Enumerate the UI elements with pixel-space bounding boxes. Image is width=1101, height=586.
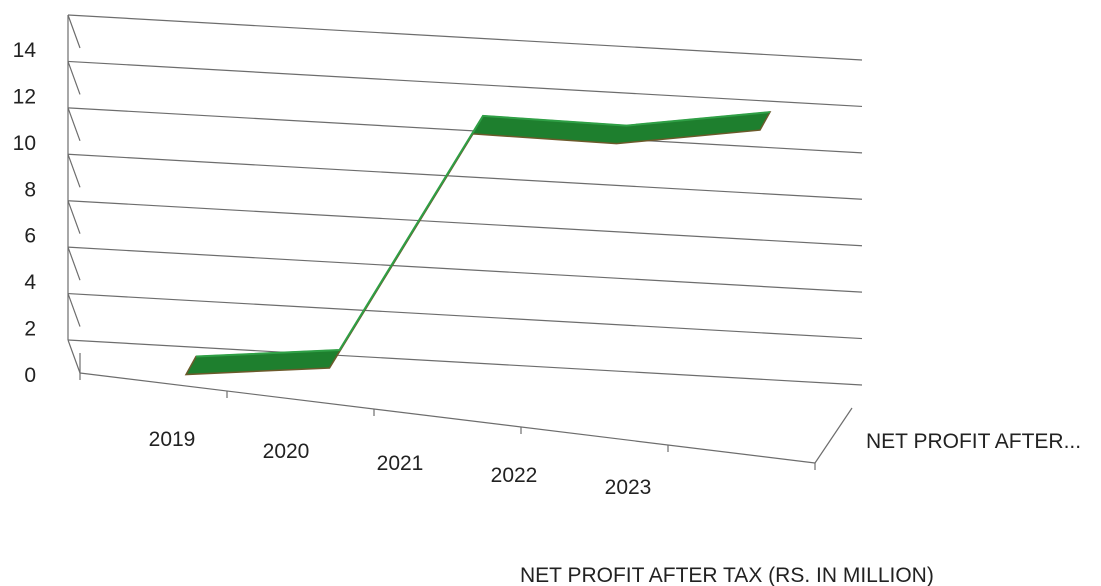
y-tick-label: 0 (24, 364, 36, 387)
side-gridline (67, 61, 81, 95)
floor-right-edge (814, 407, 853, 464)
x-tick-label: 2022 (491, 464, 538, 487)
series-top-edge (195, 111, 771, 358)
series-ribbon (184, 111, 772, 376)
gridlines (67, 14, 863, 386)
side-gridline (67, 339, 81, 374)
x-axis-line (79, 372, 816, 464)
side-gridline (67, 107, 81, 142)
side-gridline (67, 154, 81, 188)
x-tick-label: 2019 (149, 428, 196, 451)
gridline (67, 339, 863, 386)
gridline (67, 107, 863, 154)
gridline (67, 60, 863, 108)
gridline (67, 292, 863, 340)
gridline (67, 246, 863, 293)
y-tick-label: 10 (13, 132, 36, 155)
gridline (67, 14, 863, 61)
x-tick-label: 2020 (263, 440, 310, 463)
y-tick-label: 12 (13, 85, 36, 108)
y-tick-label: 8 (24, 178, 36, 201)
tick-labels: 0 2 4 6 8 10 12 14 2019 2020 2021 2022 2023 (13, 39, 652, 499)
series-line (184, 111, 772, 376)
x-tick-label: 2021 (377, 452, 424, 475)
gridline (67, 200, 863, 247)
side-gridline (67, 246, 81, 281)
chart-title: NET PROFIT AFTER TAX (RS. IN MILLION) (520, 564, 934, 586)
legend-entry: NET PROFIT AFTER... (866, 430, 1081, 453)
side-gridline (67, 14, 81, 49)
side-gridline (67, 293, 81, 327)
x-tick-label: 2023 (605, 476, 652, 499)
y-tick-label: 6 (24, 225, 36, 248)
side-gridline (67, 200, 81, 234)
gridline (67, 153, 863, 200)
y-tick-label: 2 (24, 318, 36, 341)
y-tick-label: 4 (24, 271, 36, 294)
y-tick-label: 14 (13, 39, 37, 62)
axes (67, 15, 853, 470)
